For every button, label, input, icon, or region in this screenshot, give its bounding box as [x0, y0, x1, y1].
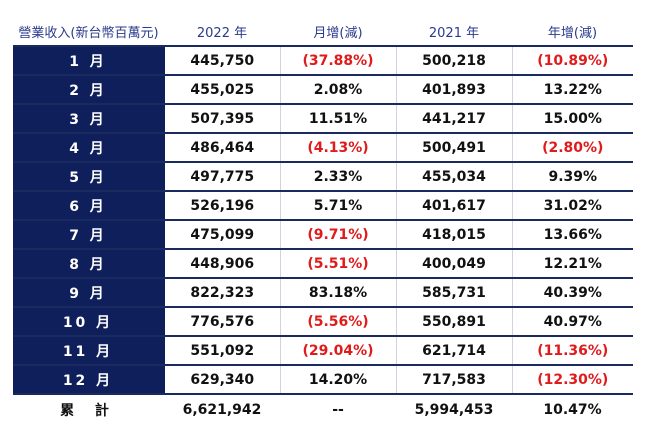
table-row: 7 月 475,099 (9.71%) 418,015 13.66% [13, 220, 633, 250]
revenue-2022: 507,395 [164, 104, 281, 134]
total-2021: 5,994,453 [396, 394, 512, 425]
total-2022: 6,621,942 [164, 394, 280, 425]
mom-change: 5.71% [280, 191, 397, 221]
month-label: 11 月 [13, 336, 165, 366]
mom-change: (37.88%) [280, 46, 397, 76]
mom-change: 14.20% [280, 365, 397, 395]
table-row: 6 月 526,196 5.71% 401,617 31.02% [13, 191, 633, 221]
total-mom: -- [280, 394, 396, 425]
table-row: 5 月 497,775 2.33% 455,034 9.39% [13, 162, 633, 192]
revenue-2021: 455,034 [396, 162, 513, 192]
revenue-2022: 497,775 [164, 162, 281, 192]
revenue-2022: 486,464 [164, 133, 281, 163]
month-label: 9 月 [13, 278, 165, 308]
table-row: 3 月 507,395 11.51% 441,217 15.00% [13, 104, 633, 134]
yoy-change: (2.80%) [512, 133, 633, 163]
month-label: 10 月 [13, 307, 165, 337]
month-label: 1 月 [13, 46, 165, 76]
yoy-change: 13.22% [512, 75, 633, 105]
table-row: 12 月 629,340 14.20% 717,583 (12.30%) [13, 365, 633, 395]
yoy-change: 12.21% [512, 249, 633, 279]
yoy-change: 15.00% [512, 104, 633, 134]
revenue-2021: 401,617 [396, 191, 513, 221]
header-2022: 2022 年 [164, 17, 280, 47]
revenue-2022: 822,323 [164, 278, 281, 308]
total-yoy: 10.47% [512, 394, 633, 425]
total-label: 累 計 [13, 394, 164, 425]
yoy-change: 31.02% [512, 191, 633, 221]
table-row: 9 月 822,323 83.18% 585,731 40.39% [13, 278, 633, 308]
mom-change: (29.04%) [280, 336, 397, 366]
mom-change: 2.08% [280, 75, 397, 105]
month-label: 4 月 [13, 133, 165, 163]
yoy-change: 13.66% [512, 220, 633, 250]
table-row: 1 月 445,750 (37.88%) 500,218 (10.89%) [13, 46, 633, 76]
header-yoy: 年增(減) [512, 17, 633, 47]
revenue-2021: 400,049 [396, 249, 513, 279]
revenue-2022: 448,906 [164, 249, 281, 279]
table-row: 8 月 448,906 (5.51%) 400,049 12.21% [13, 249, 633, 279]
revenue-2022: 551,092 [164, 336, 281, 366]
yoy-change: (12.30%) [512, 365, 633, 395]
table-row: 10 月 776,576 (5.56%) 550,891 40.97% [13, 307, 633, 337]
revenue-2021: 717,583 [396, 365, 513, 395]
revenue-2022: 455,025 [164, 75, 281, 105]
monthly-revenue-table: 營業收入(新台幣百萬元) 2022 年 月增(減) 2021 年 年增(減) 1… [13, 17, 633, 425]
revenue-2021: 500,491 [396, 133, 513, 163]
yoy-change: (10.89%) [512, 46, 633, 76]
yoy-change: 40.97% [512, 307, 633, 337]
month-label: 2 月 [13, 75, 165, 105]
revenue-2022: 445,750 [164, 46, 281, 76]
header-mom: 月增(減) [280, 17, 396, 47]
mom-change: 2.33% [280, 162, 397, 192]
revenue-2021: 550,891 [396, 307, 513, 337]
yoy-change: (11.36%) [512, 336, 633, 366]
table-row: 2 月 455,025 2.08% 401,893 13.22% [13, 75, 633, 105]
month-label: 5 月 [13, 162, 165, 192]
month-label: 12 月 [13, 365, 165, 395]
revenue-2021: 621,714 [396, 336, 513, 366]
revenue-2022: 776,576 [164, 307, 281, 337]
mom-change: (4.13%) [280, 133, 397, 163]
yoy-change: 40.39% [512, 278, 633, 308]
revenue-2022: 475,099 [164, 220, 281, 250]
month-label: 3 月 [13, 104, 165, 134]
header-revenue-label: 營業收入(新台幣百萬元) [13, 17, 164, 47]
revenue-2021: 585,731 [396, 278, 513, 308]
revenue-2021: 500,218 [396, 46, 513, 76]
yoy-change: 9.39% [512, 162, 633, 192]
mom-change: (5.56%) [280, 307, 397, 337]
month-label: 8 月 [13, 249, 165, 279]
mom-change: 83.18% [280, 278, 397, 308]
mom-change: (9.71%) [280, 220, 397, 250]
mom-change: 11.51% [280, 104, 397, 134]
revenue-2021: 401,893 [396, 75, 513, 105]
table-row: 4 月 486,464 (4.13%) 500,491 (2.80%) [13, 133, 633, 163]
header-2021: 2021 年 [396, 17, 512, 47]
revenue-2022: 629,340 [164, 365, 281, 395]
month-label: 7 月 [13, 220, 165, 250]
revenue-2022: 526,196 [164, 191, 281, 221]
header-row: 營業收入(新台幣百萬元) 2022 年 月增(減) 2021 年 年增(減) [13, 17, 633, 47]
total-row: 累 計 6,621,942 -- 5,994,453 10.47% [13, 394, 633, 425]
month-label: 6 月 [13, 191, 165, 221]
revenue-2021: 441,217 [396, 104, 513, 134]
revenue-2021: 418,015 [396, 220, 513, 250]
mom-change: (5.51%) [280, 249, 397, 279]
table-row: 11 月 551,092 (29.04%) 621,714 (11.36%) [13, 336, 633, 366]
